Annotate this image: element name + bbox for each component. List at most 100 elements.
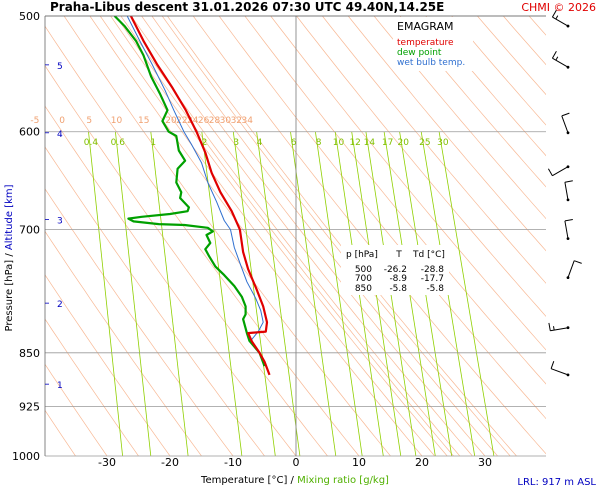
dry-adiabat-label: 24 (187, 116, 199, 126)
dry-adiabat-label: 0 (59, 116, 65, 126)
mixing-ratio-label: 0.6 (111, 138, 126, 148)
dry-adiabat-label: 20 (165, 116, 177, 126)
mixing-ratio-line (256, 131, 301, 456)
mixing-ratio-label: 30 (437, 138, 449, 148)
wind-barb-feather (574, 260, 582, 264)
wind-barb-feather (548, 322, 551, 331)
mixing-ratio-label: 12 (349, 138, 360, 148)
dry-adiabat-label: 28 (209, 116, 221, 126)
dry-adiabat-line (45, 105, 297, 456)
wind-barb-staff (564, 220, 569, 239)
wind-barb (566, 260, 582, 280)
wind-barb-staff (564, 182, 569, 200)
legend-box (393, 17, 473, 71)
wind-barb (561, 112, 570, 135)
table-cell: 850 (355, 284, 372, 294)
dry-adiabat-label: 15 (138, 116, 149, 126)
altitude-tick-label: 3 (57, 217, 63, 227)
y-tick-label: 700 (19, 224, 40, 237)
dry-adiabat-line (451, 16, 546, 126)
temperature-profile (129, 16, 271, 376)
legend-wet-bulb: wet bulb temp. (397, 58, 465, 68)
dry-adiabat-line (45, 363, 108, 456)
dry-adiabat-line (347, 16, 546, 252)
mixing-ratio-label: 20 (397, 138, 409, 148)
dry-adiabat-label: 30 (220, 116, 232, 126)
dry-adiabat-line (45, 318, 139, 456)
altitude-tick-label: 5 (57, 62, 63, 72)
table-cell: -8.9 (389, 274, 407, 284)
mixing-ratio-line (201, 131, 243, 456)
x-tick-label: 30 (478, 456, 492, 469)
wind-barb (564, 180, 573, 202)
wind-barb (548, 322, 570, 332)
mixing-ratio-label: 8 (316, 138, 322, 148)
dry-adiabat-label: 32 (231, 116, 242, 126)
dry-adiabats (45, 16, 546, 456)
dry-adiabat-label: 26 (198, 116, 210, 126)
wind-barb-staff (552, 166, 569, 177)
copyright: CHMI © 2026 (521, 1, 596, 14)
launch-level-label: LRL: 917 m ASL (517, 477, 596, 488)
wind-barb-staff (552, 57, 569, 68)
dry-adiabat-line (45, 25, 360, 456)
table-cell: -5.8 (389, 284, 407, 294)
table-cell: -17.7 (421, 274, 444, 284)
y-tick-label: 925 (19, 401, 40, 414)
wind-barb-feather (564, 219, 573, 222)
header-title: Praha-Libus descent 31.01.2026 07:30 UTC… (50, 0, 444, 14)
mixing-ratio-label: 1 (150, 138, 156, 148)
dry-adiabat-line (373, 16, 546, 220)
wet-bulb-profile (126, 16, 265, 367)
dry-adiabat-line (270, 16, 546, 351)
wind-barb-feather (551, 51, 557, 59)
dry-adiabat-line (399, 16, 546, 188)
wind-barb (551, 51, 570, 69)
table-cell: 500 (355, 265, 372, 275)
table-cell: -28.8 (421, 265, 445, 275)
mixing-ratio-label: 10 (333, 138, 345, 148)
dry-adiabat-line (45, 188, 234, 456)
wind-barb (551, 9, 570, 28)
x-tick-label: 10 (352, 456, 366, 469)
wind-barb-feather (555, 15, 559, 20)
dry-adiabat-line (45, 274, 171, 456)
legend-title: EMAGRAM (397, 20, 454, 33)
dry-adiabat-line (45, 146, 265, 456)
table-header-t: T (395, 250, 402, 260)
x-tick-label: -30 (98, 456, 116, 469)
dry-adiabat-line (425, 16, 546, 157)
dry-adiabat-line (115, 16, 454, 456)
dry-adiabat-line (99, 16, 435, 456)
altitude-tick-label: 4 (57, 130, 63, 140)
x-tick-label: -20 (161, 456, 179, 469)
mixing-ratio-label: 25 (419, 138, 430, 148)
dry-adiabat-label: 5 (86, 116, 92, 126)
mixing-ratio-label: 0.4 (84, 138, 99, 148)
data-table: p [hPa] T Td [°C] 500 -26.2 -28.8 700 -8… (346, 250, 445, 294)
table-header-td: Td [°C] (412, 250, 445, 260)
y-axis-label: Pressure [hPa] / Altitude [km] (4, 184, 15, 331)
y-tick-label: 850 (19, 347, 40, 360)
dry-adiabat-line (151, 16, 498, 456)
mixing-ratio-line (438, 131, 495, 456)
dry-adiabat-line (110, 16, 448, 456)
dry-adiabat-label: 10 (111, 116, 123, 126)
mixing-ratio-line (88, 131, 123, 456)
dry-adiabat-line (45, 230, 202, 456)
wind-barb-staff (550, 327, 569, 332)
wind-barb-feather (553, 326, 555, 331)
altitude-tick-label: 1 (57, 381, 63, 391)
mixing-ratio-label: 6 (291, 138, 297, 148)
dry-adiabat-line (45, 65, 328, 456)
dry-adiabat-line (476, 16, 546, 96)
mixing-ratio-line (290, 131, 337, 456)
altitude-tick-label: 2 (57, 300, 63, 310)
isoline-labels: -5 0 5 10 15 20 22 24 26 28 30 32 340.4 0.6 1 2 3 4 6 8 10 12… (30, 116, 448, 148)
dew-point-profile (113, 16, 266, 367)
legend-dew-point: dew point (397, 48, 442, 58)
x-tick-label: -10 (224, 456, 242, 469)
dry-adiabat-line (502, 16, 546, 66)
